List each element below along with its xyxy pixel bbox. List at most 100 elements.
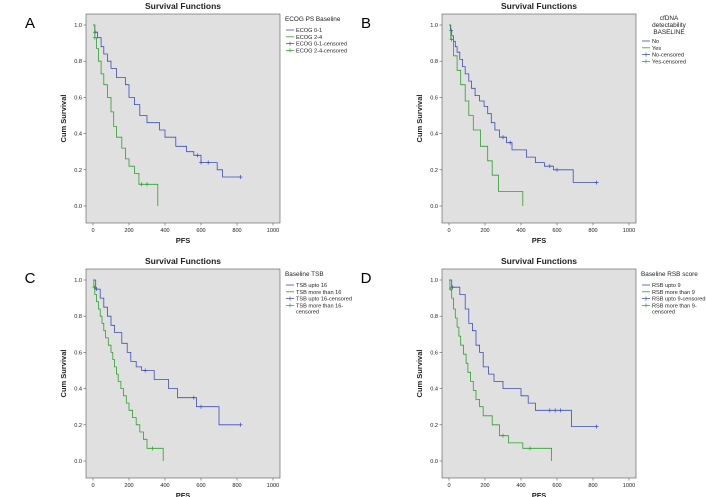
x-tick-label: 800 [232, 228, 241, 234]
chart-panel: Survival Functions 0.0 0.2 0.4 0.6 0.8 1.0 0 200… [361, 1, 687, 245]
chart-title: Survival Functions [501, 256, 577, 266]
x-axis-label: PFS [532, 491, 547, 497]
plot-area [441, 268, 637, 479]
censor-mark [238, 422, 243, 427]
y-axis-label: Cum Survival [59, 95, 68, 143]
survival-curve-1 [93, 24, 241, 178]
y-tick-label: 0.6 [430, 350, 438, 356]
legend-title: cfDNA detectability BASELINE [652, 15, 687, 36]
legend-title: Baseline TSB [285, 271, 324, 278]
plot-area [85, 268, 281, 479]
legend-censor-swatch [286, 296, 294, 301]
chart-panel: Survival Functions 0.0 0.2 0.4 0.6 0.8 1.0 0 200… [25, 1, 347, 245]
censor-mark [449, 37, 454, 42]
y-tick-label: 0.0 [430, 459, 438, 465]
censor-mark [558, 408, 563, 413]
censor-mark [199, 160, 203, 165]
legend-item-label: Yes-censored [652, 59, 686, 65]
censor-mark [238, 175, 243, 180]
x-tick-label: 800 [588, 228, 597, 234]
legend-item-label: RSB more than 9-censored [652, 303, 697, 315]
x-tick-label: 600 [196, 483, 205, 489]
plot-area [441, 13, 637, 224]
x-tick-label: 400 [516, 228, 525, 234]
legend-censor-swatch [642, 303, 650, 308]
legend-item-label: TSB more than 16-censored [296, 303, 343, 315]
censor-mark [528, 446, 532, 451]
legend-item-label: TSB more than 16 [296, 290, 341, 296]
y-tick-label: 0.4 [74, 387, 82, 393]
panel-letter: C [25, 270, 36, 287]
y-tick-label: 0.2 [430, 423, 438, 429]
survival-curve-2 [449, 24, 524, 206]
legend-item-label: TSB upto 16 [296, 283, 327, 289]
y-tick-label: 0.0 [74, 459, 82, 465]
y-tick-label: 0.2 [430, 168, 438, 174]
legend-censor-swatch [642, 52, 650, 57]
x-tick-label: 800 [232, 483, 241, 489]
censor-mark [448, 287, 453, 292]
censor-mark [145, 182, 149, 187]
x-tick-label: 400 [160, 228, 169, 234]
survival-curve-2 [93, 24, 159, 206]
censor-mark [143, 368, 148, 373]
censor-mark [195, 153, 200, 158]
y-tick-label: 0.4 [430, 387, 438, 393]
legend-item-label: RSB upto 9-censored [652, 297, 705, 303]
censor-mark [553, 408, 558, 413]
x-tick-label: 1000 [623, 228, 635, 234]
x-tick-label: 1000 [267, 483, 279, 489]
censor-mark [555, 167, 559, 172]
x-tick-label: 0 [447, 483, 450, 489]
x-tick-label: 0 [91, 483, 94, 489]
legend-item-label: ECOG 2-4 [296, 35, 322, 41]
legend-censor-swatch [286, 303, 294, 308]
x-tick-label: 600 [552, 483, 561, 489]
chart-panel: Survival Functions 0.0 0.2 0.4 0.6 0.8 1.0 0 200… [361, 256, 706, 497]
x-tick-label: 400 [160, 483, 169, 489]
x-tick-label: 800 [588, 483, 597, 489]
survival-curve-2 [449, 279, 552, 461]
x-tick-label: 400 [516, 483, 525, 489]
legend-item-label: TSB upto 16-censored [296, 297, 352, 303]
legend-censor-swatch [286, 48, 294, 53]
legend-item-label: ECOG 2-4-censored [296, 48, 347, 54]
survival-curve-2 [93, 279, 164, 461]
legend-item-label: RSB upto 9 [652, 283, 681, 289]
legend-item-label: No-censored [652, 53, 684, 59]
censor-mark [199, 404, 203, 409]
panel-letter: B [361, 15, 371, 32]
censor-mark [547, 164, 552, 169]
x-tick-label: 200 [480, 228, 489, 234]
legend-censor-swatch [642, 296, 650, 301]
x-tick-label: 1000 [267, 228, 279, 234]
y-tick-label: 1.0 [74, 278, 82, 284]
x-axis-label: PFS [532, 236, 547, 245]
legend-title: ECOG PS Baseline [285, 16, 341, 23]
plot-area [85, 13, 281, 224]
legend-item-label: No [652, 39, 659, 45]
x-tick-label: 0 [91, 228, 94, 234]
censor-mark [501, 135, 505, 140]
y-tick-label: 1.0 [74, 23, 82, 29]
censor-mark [547, 408, 552, 413]
y-axis-label: Cum Survival [59, 350, 68, 398]
y-tick-label: 1.0 [430, 278, 438, 284]
y-tick-label: 0.8 [430, 314, 438, 320]
x-tick-label: 1000 [623, 483, 635, 489]
x-axis-label: PFS [176, 491, 191, 497]
chart-title: Survival Functions [145, 1, 221, 11]
legend-item-label: Yes [652, 46, 661, 52]
censor-mark [191, 395, 196, 400]
y-tick-label: 0.2 [74, 423, 82, 429]
y-tick-label: 0.6 [74, 350, 82, 356]
censor-mark [92, 35, 97, 40]
panel-letter: A [25, 15, 35, 32]
x-tick-label: 600 [552, 228, 561, 234]
y-tick-label: 0.4 [74, 132, 82, 138]
legend-item-label: ECOG 0-1-censored [296, 42, 347, 48]
censor-mark [594, 180, 599, 185]
censor-mark [139, 182, 144, 187]
y-tick-label: 0.8 [430, 59, 438, 65]
